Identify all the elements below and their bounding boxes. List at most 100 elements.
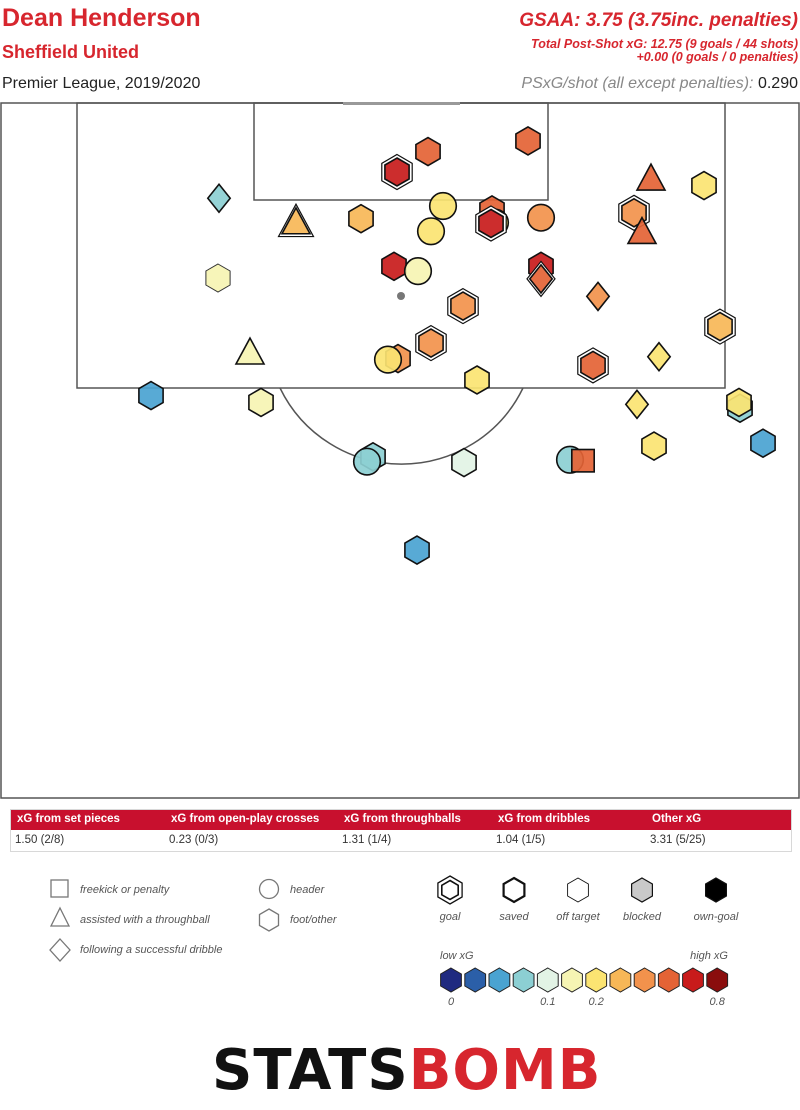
legend-freekick-label: freekick or penalty [80, 884, 171, 896]
legend-square-icon [50, 879, 69, 898]
xg-scale-tick-3: 0.8 [710, 996, 726, 1008]
penalty-arc [279, 387, 524, 465]
shot-marker-43 [404, 535, 430, 566]
shot-marker-0 [515, 125, 541, 156]
xg-scale-swatch-11 [706, 967, 729, 993]
shot-marker-1 [415, 136, 441, 167]
shot-marker-37 [352, 447, 382, 476]
legend-goal-icon [437, 875, 463, 905]
shot-marker-3 [635, 162, 667, 191]
xg-set-pieces-label: xG from set pieces [17, 813, 120, 825]
psxg-per-shot-value: 0.290 [757, 75, 798, 92]
total-psxg-line: Total Post-Shot xG: 12.75 (9 goals / 44 … [531, 37, 798, 51]
xg-scale-tick-0: 0 [448, 996, 455, 1008]
shot-marker-5 [206, 182, 232, 214]
shot-marker-28 [646, 341, 672, 372]
shot-marker-8 [348, 203, 374, 234]
shot-marker-13 [475, 205, 507, 242]
xg-breakdown-table: xG from set pieces xG from open-play cro… [10, 809, 792, 852]
xg-scale-swatch-1 [464, 967, 487, 993]
xg-scale-swatch-8 [633, 967, 656, 993]
legend-saved-label: saved [499, 911, 529, 923]
legend-hexagon-icon [258, 908, 280, 932]
shot-marker-32 [248, 387, 274, 418]
xg-crosses-value: 0.23 (0/3) [169, 834, 219, 846]
shot-marker-41 [641, 431, 667, 462]
xg-throughballs-value: 1.31 (1/4) [342, 834, 392, 846]
shot-marker-17 [403, 257, 433, 286]
penalty-spot [397, 292, 405, 300]
legend-owngoal-label: own-goal [694, 911, 739, 923]
shot-marker-14 [416, 217, 446, 246]
legend-blocked-label: blocked [623, 911, 662, 923]
xg-scale-swatch-9 [657, 967, 680, 993]
legend-diamond-icon [49, 938, 71, 962]
shot-marker-30 [464, 365, 490, 395]
legend-foot-label: foot/other [290, 914, 338, 926]
xg-dribbles-value: 1.04 (1/5) [496, 834, 546, 846]
legend: freekick or penalty assisted with a thro… [49, 875, 739, 1008]
legend-offtarget-label: off target [556, 911, 600, 923]
legend-throughball-label: assisted with a throughball [80, 914, 210, 926]
legend-circle-icon [258, 878, 280, 900]
legend-owngoal-icon [704, 877, 728, 903]
shots-layer [138, 125, 776, 566]
xg-scale-swatch-2 [488, 967, 511, 993]
psxg-per-shot: PSxG/shot (all except penalties): 0.290 [521, 75, 798, 93]
shot-marker-22 [447, 287, 479, 325]
competition-label: Premier League, 2019/2020 [2, 75, 201, 92]
xg-scale-swatch-5 [561, 967, 583, 993]
legend-header-label: header [290, 884, 326, 896]
shot-marker-34 [726, 387, 752, 418]
shot-marker-10 [526, 203, 556, 232]
shot-marker-25 [234, 336, 266, 365]
xg-scale-swatch-4 [536, 967, 559, 993]
xg-other-label: Other xG [652, 813, 702, 825]
legend-dribble-label: following a successful dribble [80, 944, 222, 956]
shot-marker-2 [381, 153, 413, 191]
gsaa-summary: GSAA: 3.75 (3.75inc. penalties) [519, 10, 798, 31]
legend-saved-icon [502, 876, 526, 904]
shot-marker-38 [451, 447, 477, 478]
xg-scale-swatch-10 [682, 967, 704, 993]
shot-map-pitch [0, 102, 800, 799]
shot-marker-15 [626, 215, 658, 245]
player-name: Dean Henderson [2, 4, 201, 32]
shot-marker-4 [691, 170, 717, 201]
shot-marker-35 [624, 389, 650, 420]
xg-crosses-label: xG from open-play crosses [171, 813, 320, 825]
legend-xg-scale [440, 967, 729, 993]
xg-scale-swatch-0 [440, 967, 462, 993]
shot-marker-16 [381, 251, 407, 282]
shot-marker-29 [577, 347, 609, 384]
shot-marker-42 [750, 428, 776, 459]
shot-marker-9 [277, 202, 315, 238]
legend-xg-ticks: 0 0.1 0.2 0.8 [448, 996, 726, 1008]
legend-offtarget-icon [567, 877, 589, 903]
xg-other-value: 3.31 (5/25) [650, 834, 706, 846]
legend-goal-label: goal [440, 911, 461, 923]
pitch-border [0, 102, 800, 799]
penalty-psxg-line: +0.00 (0 goals / 0 penalties) [636, 50, 798, 64]
shot-marker-19 [526, 260, 556, 298]
xg-table-header [11, 810, 791, 830]
psxg-per-shot-label: PSxG/shot (all except penalties): [521, 75, 754, 92]
xg-throughballs-label: xG from throughballs [344, 813, 461, 825]
xg-scale-tick-1: 0.1 [540, 996, 555, 1008]
xg-scale-tick-2: 0.2 [589, 996, 604, 1008]
shot-marker-31 [138, 380, 164, 411]
legend-outcome-icons [437, 875, 728, 905]
xg-dribbles-label: xG from dribbles [498, 813, 591, 825]
team-name: Sheffield United [2, 42, 140, 62]
shot-marker-40 [570, 448, 595, 473]
shot-marker-20 [205, 263, 231, 293]
xg-scale-swatch-3 [512, 967, 535, 993]
shot-marker-24 [415, 324, 447, 362]
shot-marker-21 [585, 281, 611, 312]
legend-blocked-icon [630, 877, 654, 903]
xg-scale-swatch-7 [609, 967, 632, 993]
legend-triangle-icon [49, 906, 71, 927]
shot-marker-6 [428, 191, 458, 221]
xg-scale-swatch-6 [585, 967, 608, 993]
shot-marker-27 [373, 345, 403, 374]
